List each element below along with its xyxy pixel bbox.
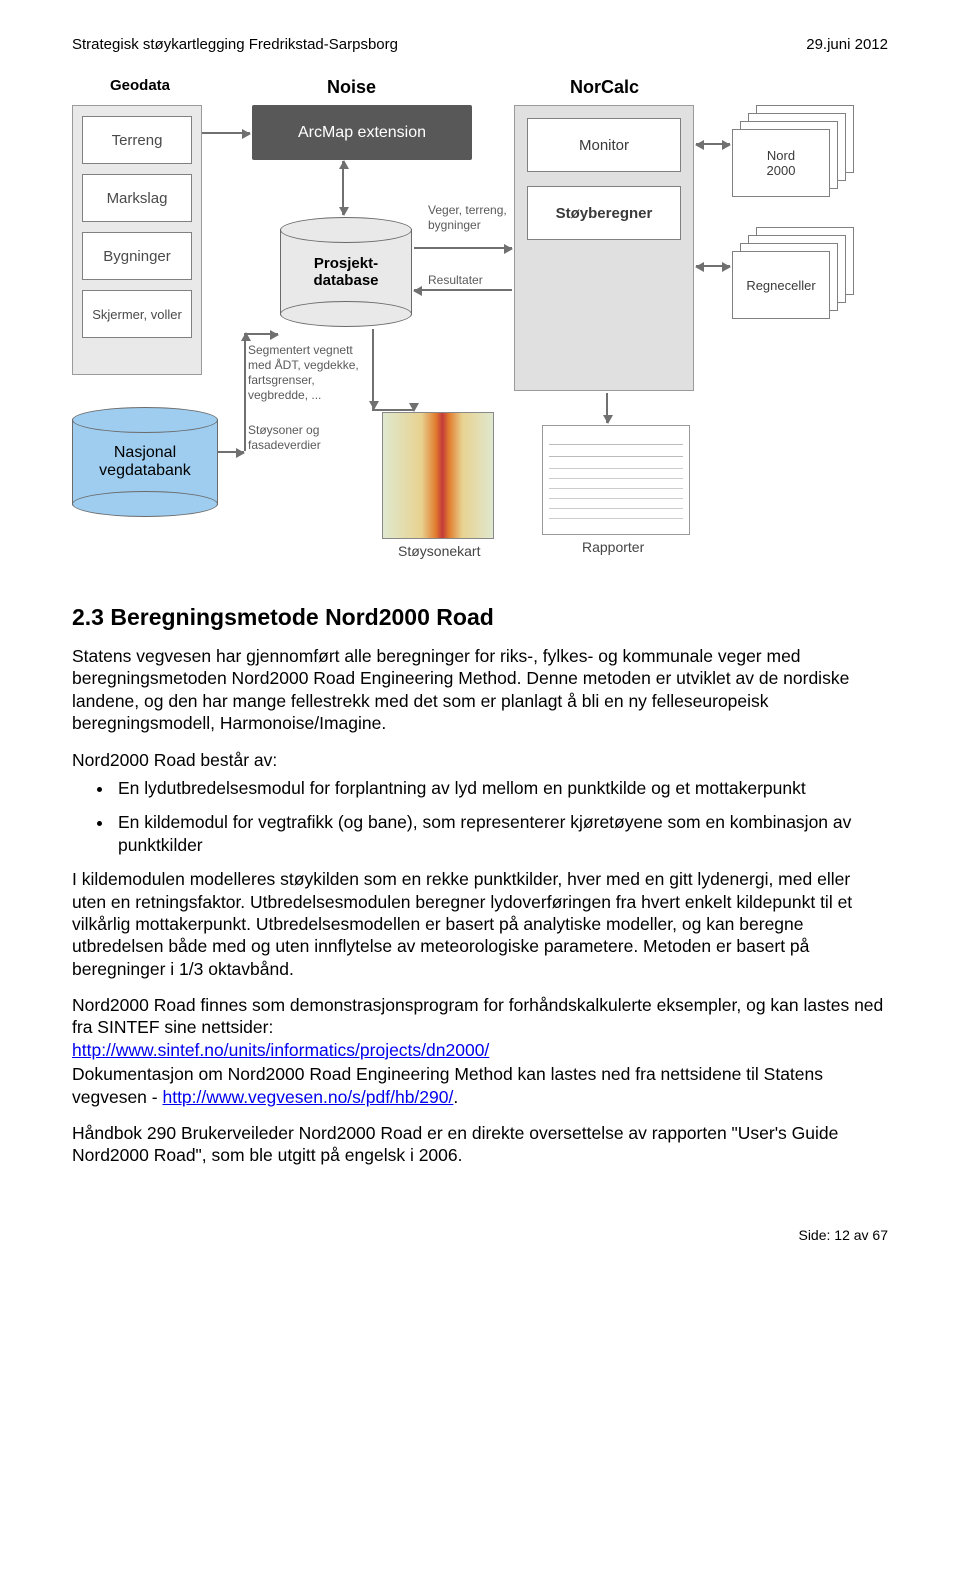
arrow	[412, 409, 414, 411]
prosjekt-database-cylinder: Prosjekt- database	[280, 217, 412, 327]
vegdatabank-cylinder: Nasjonal vegdatabank	[72, 407, 218, 517]
paragraph: Nord2000 Road finnes som demonstrasjonsp…	[72, 994, 888, 1061]
bullet-item: En kildemodul for vegtrafikk (og bane), …	[114, 811, 888, 856]
prosjekt-database-label: Prosjekt- database	[280, 255, 412, 289]
page-footer: Side: 12 av 67	[72, 1227, 888, 1243]
architecture-diagram: Geodata Noise NorCalc Terreng Markslag B…	[72, 77, 888, 562]
geodata-item: Skjermer, voller	[82, 290, 192, 338]
segment-text: Segmentert vegnett med ÅDT, vegdekke, fa…	[248, 343, 368, 403]
arrow	[218, 451, 244, 453]
arrow	[372, 329, 374, 409]
geodata-item: Bygninger	[82, 232, 192, 280]
arrow	[244, 333, 246, 451]
page-header: Strategisk støykartlegging Fredrikstad-S…	[72, 36, 888, 53]
rapporter-thumb	[542, 425, 690, 535]
norcalc-monitor: Monitor	[527, 118, 681, 172]
arrow	[414, 289, 512, 291]
arrow	[696, 143, 730, 145]
paragraph: Nord2000 Road består av:	[72, 749, 888, 771]
stoysonekart-caption: Støysonekart	[398, 543, 480, 559]
soner-text: Støysoner og fasadeverdier	[248, 423, 358, 453]
diagram-label-geodata: Geodata	[110, 77, 170, 94]
arrow	[414, 247, 512, 249]
regneceller-label: Regneceller	[732, 251, 830, 319]
text: Nord2000 Road finnes som demonstrasjonsp…	[72, 995, 883, 1037]
paragraph: Håndbok 290 Brukerveileder Nord2000 Road…	[72, 1122, 888, 1167]
vegvesen-link[interactable]: http://www.vegvesen.no/s/pdf/hb/290/	[162, 1087, 453, 1107]
arrow	[606, 393, 608, 423]
geodata-group: Terreng Markslag Bygninger Skjermer, vol…	[72, 105, 202, 375]
text: .	[453, 1087, 458, 1107]
paragraph: Statens vegvesen har gjennomført alle be…	[72, 645, 888, 735]
stoysonekart-thumb	[382, 412, 494, 539]
veger-text: Veger, terreng, bygninger	[428, 203, 508, 233]
bullet-item: En lydutbredelsesmodul for forplantning …	[114, 777, 888, 799]
header-left: Strategisk støykartlegging Fredrikstad-S…	[72, 36, 398, 53]
sintef-link[interactable]: http://www.sintef.no/units/informatics/p…	[72, 1040, 489, 1060]
arrow	[244, 333, 278, 335]
paragraph: Dokumentasjon om Nord2000 Road Engineeri…	[72, 1063, 888, 1108]
arrow	[202, 132, 250, 134]
header-right: 29.juni 2012	[806, 36, 888, 53]
results-text: Resultater	[428, 273, 508, 288]
geodata-item: Markslag	[82, 174, 192, 222]
rapporter-caption: Rapporter	[582, 539, 644, 555]
section-heading: 2.3 Beregningsmetode Nord2000 Road	[72, 604, 888, 631]
regneceller-stack: Regneceller	[732, 227, 852, 317]
norcalc-stoyberegner: Støyberegner	[527, 186, 681, 240]
paragraph: I kildemodulen modelleres støykilden som…	[72, 868, 888, 980]
arrow	[372, 409, 412, 411]
diagram-label-noise: Noise	[327, 77, 376, 98]
arrow	[342, 161, 344, 215]
arrow	[696, 265, 730, 267]
geodata-item: Terreng	[82, 116, 192, 164]
bullet-list: En lydutbredelsesmodul for forplantning …	[72, 777, 888, 856]
norcalc-group: Monitor Støyberegner	[514, 105, 694, 391]
nord2000-stack: Nord 2000	[732, 105, 852, 195]
arcmap-extension-box: ArcMap extension	[252, 105, 472, 160]
nord2000-label: Nord 2000	[732, 129, 830, 197]
diagram-label-norcalc: NorCalc	[570, 77, 639, 98]
vegdatabank-label: Nasjonal vegdatabank	[72, 444, 218, 480]
